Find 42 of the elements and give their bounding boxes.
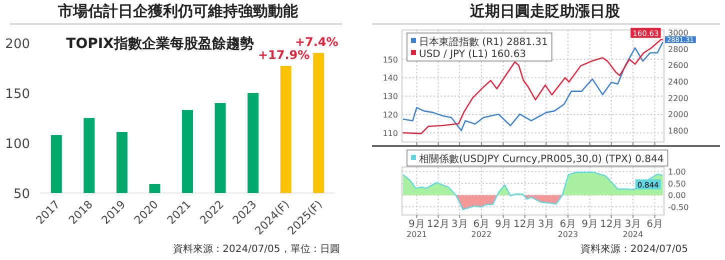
y2-tick-label: 1800 (668, 126, 688, 136)
y-tick-label: 120 (382, 110, 398, 120)
x-tick-label: 12月 (600, 219, 623, 230)
annotation: +17.9% (258, 48, 310, 62)
x-tick-label: 9月 (582, 219, 598, 230)
legend-label: 相關係數(USDJPY Curncy,PR005,30,0) (TPX) 0.844 (419, 153, 664, 165)
y2-tick-label: 2600 (668, 61, 688, 70)
x-tick-label: 3月 (451, 219, 468, 230)
x-tick-label: 6月 2022 (471, 219, 492, 239)
annotation: +7.4% (294, 35, 338, 49)
x-tick-label: 3月 (538, 219, 554, 230)
y-tick-label: 0.00 (668, 191, 686, 200)
legend-label: USD / JPY (L1) 160.63 (419, 49, 526, 60)
x-tick-label: 12月 (426, 219, 450, 230)
source-note: 資料來源 : 2024/07/05 (580, 243, 688, 255)
y-tick-label: 140 (382, 74, 398, 83)
y-tick-label: 50 (13, 187, 30, 202)
y-tick-label: 1.00 (668, 168, 686, 177)
y-tick-label: 200 (5, 37, 30, 52)
x-tick-label: 9月 (495, 219, 512, 230)
y2-tick-label: 3000 (668, 28, 688, 38)
chart-title: 市場估計日企獲利仍可維持強勁動能 (57, 2, 299, 20)
y-tick-label: 150 (5, 87, 30, 102)
y2-tick-label: 2800 (668, 44, 688, 54)
y2-tick-label: 2200 (668, 94, 688, 103)
y-tick-label: 110 (382, 128, 398, 138)
x-tick-label: 6月 2023 (558, 219, 578, 239)
y2-tick-label: 2000 (668, 110, 688, 120)
y2-tick-label: 2400 (668, 78, 688, 87)
x-tick-label: 3月 2024 (622, 219, 644, 239)
x-tick-label: 12月 (513, 219, 536, 230)
y-tick-label: 100 (5, 137, 30, 152)
x-tick-label: 9月 2021 (406, 219, 427, 239)
y-tick-label: -0.50 (668, 202, 689, 212)
y-tick-label: 130 (382, 92, 398, 102)
chart-subtitle: TOPIX指數企業每股盈餘趨勢 (66, 36, 254, 52)
chart-title: 近期日圓走貶助漲日股 (469, 2, 621, 20)
source-note: 資料來源 : 2024/07/05，單位 : 日圓 (172, 243, 340, 255)
legend-label: 日本東證指數 (R1) 2881.31 (419, 36, 548, 48)
x-tick-label: 6月 (646, 219, 663, 230)
y-tick-label: 0.50 (668, 179, 686, 188)
y-tick-label: 150 (382, 55, 398, 64)
